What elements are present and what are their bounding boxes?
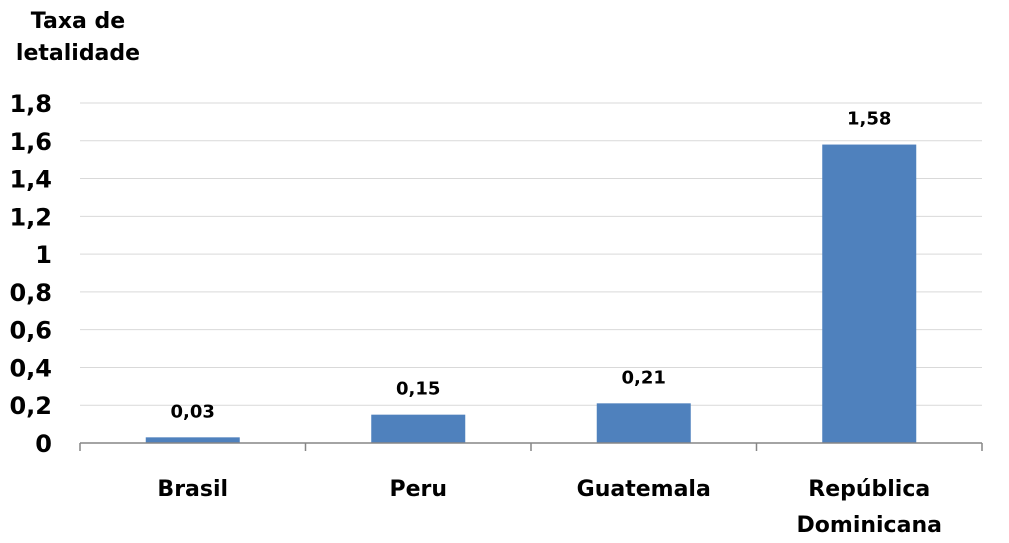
x-tick-label: Brasil [157, 477, 228, 502]
y-tick-label: 0,4 [9, 354, 52, 382]
y-tick-label: 1,4 [9, 166, 52, 194]
y-axis-title-line: letalidade [16, 41, 140, 66]
y-axis-ticks: 0 0,2 0,4 0,6 0,8 1 1,2 1,4 1,6 1,8 [9, 90, 52, 458]
x-tick-label: Peru [389, 477, 447, 502]
data-labels: 0,03 0,15 0,21 1,58 [171, 109, 892, 423]
bars [145, 144, 917, 444]
y-axis-title-line: Taxa de [31, 9, 125, 34]
bar [145, 437, 240, 443]
gridlines [80, 102, 982, 406]
bar [822, 144, 917, 444]
y-tick-label: 1 [35, 241, 52, 269]
y-tick-label: 1,6 [9, 128, 52, 156]
y-axis-title: Taxa de letalidade [16, 9, 140, 66]
data-label: 0,03 [171, 401, 215, 422]
y-tick-label: 0,8 [9, 279, 52, 307]
x-tick-label: Dominicana [797, 513, 942, 538]
y-tick-label: 1,2 [9, 203, 52, 231]
bar [371, 414, 466, 443]
x-tick-label: Guatemala [577, 477, 711, 502]
x-axis-ticks: Brasil Peru Guatemala República Dominicana [157, 477, 942, 538]
bar [596, 403, 691, 443]
data-label: 0,21 [622, 367, 666, 388]
y-tick-label: 0,6 [9, 317, 52, 345]
y-tick-label: 0,2 [9, 392, 52, 420]
data-label: 1,58 [847, 109, 891, 130]
x-tick-label: República [808, 477, 930, 502]
x-axis [79, 442, 983, 451]
y-tick-label: 1,8 [9, 90, 52, 118]
y-tick-label: 0 [35, 430, 52, 458]
data-label: 0,15 [396, 379, 440, 400]
